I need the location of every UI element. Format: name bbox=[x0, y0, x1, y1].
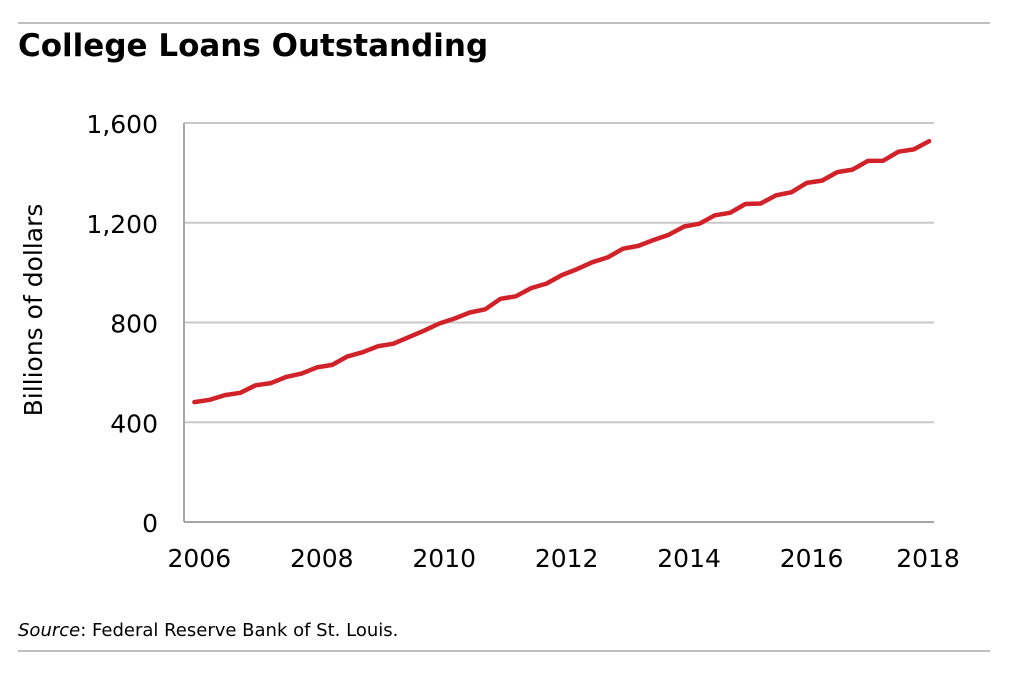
data-point bbox=[867, 160, 869, 162]
data-point bbox=[193, 401, 196, 403]
data-point bbox=[530, 287, 532, 289]
data-point bbox=[454, 317, 456, 320]
data-point bbox=[224, 394, 226, 396]
data-point bbox=[423, 330, 425, 332]
data-point bbox=[714, 214, 716, 216]
data-point bbox=[744, 203, 747, 205]
data-point bbox=[438, 322, 440, 325]
x-tick-label: 2014 bbox=[657, 544, 721, 573]
data-point bbox=[499, 298, 502, 300]
data-point bbox=[698, 223, 701, 225]
chart-title: College Loans Outstanding bbox=[18, 28, 489, 64]
data-point bbox=[637, 245, 639, 247]
data-point bbox=[255, 384, 257, 386]
data-point bbox=[209, 399, 211, 401]
data-point bbox=[576, 268, 578, 270]
y-tick-label: 1,200 bbox=[86, 210, 158, 239]
source-label: Source bbox=[18, 620, 81, 641]
source-text: : Federal Reserve Bank of St. Louis. bbox=[80, 620, 399, 641]
data-point bbox=[408, 336, 410, 338]
data-point bbox=[607, 256, 609, 259]
y-tick-label: 400 bbox=[110, 409, 158, 438]
bottom-divider bbox=[18, 650, 990, 652]
data-point bbox=[882, 160, 884, 162]
y-axis-label: Billions of dollars bbox=[19, 204, 48, 417]
data-point bbox=[484, 308, 486, 310]
data-point bbox=[851, 169, 854, 171]
data-point bbox=[239, 392, 241, 394]
series-layer bbox=[192, 138, 932, 405]
source-note: Source: Federal Reserve Bank of St. Loui… bbox=[18, 620, 398, 641]
data-point bbox=[392, 343, 394, 345]
data-point bbox=[545, 282, 548, 285]
data-point bbox=[591, 261, 593, 263]
data-point bbox=[561, 274, 563, 276]
top-divider bbox=[18, 22, 990, 24]
x-tick-label: 2008 bbox=[290, 544, 354, 573]
tick-labels: 0 400 800 1,200 1,600 2006 2008 2010 2012 2014 201… bbox=[86, 110, 959, 573]
x-tick-label: 2012 bbox=[535, 544, 599, 573]
data-point bbox=[469, 311, 471, 314]
data-point bbox=[790, 191, 792, 193]
data-point bbox=[775, 194, 777, 196]
data-point bbox=[377, 345, 379, 347]
data-point bbox=[836, 171, 838, 173]
data-point bbox=[928, 140, 930, 142]
loan-series-line bbox=[192, 138, 932, 405]
x-tick-label: 2016 bbox=[780, 544, 844, 573]
data-point bbox=[622, 248, 624, 250]
data-point bbox=[316, 366, 318, 368]
data-point bbox=[652, 239, 655, 241]
y-tick-label: 800 bbox=[110, 310, 158, 339]
data-point bbox=[897, 151, 900, 153]
data-point bbox=[668, 234, 670, 236]
data-point bbox=[821, 180, 823, 182]
data-point bbox=[515, 295, 517, 297]
x-tick-label: 2018 bbox=[896, 544, 960, 573]
data-point bbox=[913, 148, 915, 151]
data-point bbox=[683, 225, 685, 228]
data-point bbox=[760, 202, 762, 205]
y-tick-label: 0 bbox=[142, 509, 158, 538]
data-point bbox=[346, 355, 349, 358]
data-point bbox=[806, 182, 808, 184]
x-tick-label: 2010 bbox=[412, 544, 476, 573]
data-point bbox=[300, 373, 303, 375]
data-point bbox=[362, 351, 364, 353]
data-point bbox=[270, 382, 272, 384]
y-tick-label: 1,600 bbox=[86, 110, 158, 139]
x-tick-label: 2006 bbox=[167, 544, 231, 573]
axes bbox=[183, 123, 934, 523]
grid-lines bbox=[184, 122, 934, 424]
data-point bbox=[729, 212, 731, 214]
data-point bbox=[331, 364, 333, 366]
data-point bbox=[285, 376, 287, 378]
